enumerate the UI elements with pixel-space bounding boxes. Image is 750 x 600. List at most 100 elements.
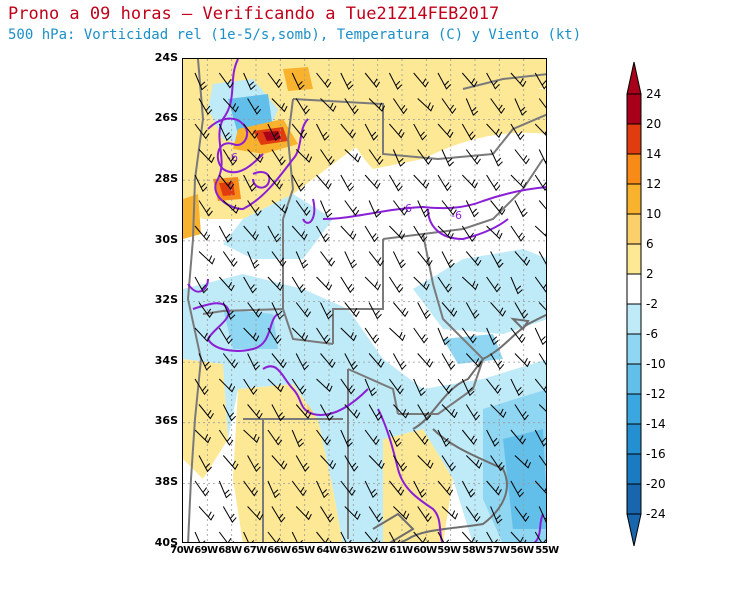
lon-label: 58W (462, 545, 486, 556)
wind-barb (437, 327, 450, 346)
wind-barb (320, 302, 333, 320)
wind-barb (514, 302, 529, 319)
wind-barb (340, 480, 356, 497)
colorbar-swatch (626, 93, 642, 125)
wind-barb (392, 149, 406, 167)
wind-barb (461, 225, 477, 242)
wind-barb (243, 123, 259, 140)
wind-barb (534, 123, 546, 136)
wind-barb (316, 123, 330, 141)
lon-label: 66W (267, 545, 291, 556)
wind-barb (538, 455, 546, 467)
lon-label: 57W (486, 545, 510, 556)
colorbar-label: -6 (646, 327, 658, 341)
wind-barb (538, 98, 546, 109)
wind-barb (247, 455, 261, 473)
wind-barb (218, 480, 232, 499)
wind-barb (413, 225, 428, 243)
wind-barb (340, 276, 355, 294)
lat-label: 40S (154, 536, 178, 549)
coastline (372, 313, 546, 542)
wind-barb (316, 174, 332, 190)
wind-barb (295, 302, 312, 318)
lon-label: 63W (340, 545, 364, 556)
colorbar-label: 20 (646, 117, 662, 131)
wind-barb (534, 429, 546, 447)
wind-barb (198, 149, 215, 164)
lat-label: 38S (154, 475, 178, 488)
wind-barb (243, 531, 255, 542)
wind-barb (198, 302, 214, 318)
wind-barb (486, 378, 502, 395)
wind-barb (247, 200, 262, 217)
wind-barb (222, 455, 239, 470)
wind-barb (437, 531, 450, 542)
wind-barb (486, 531, 498, 542)
wind-barb (320, 455, 337, 470)
wind-barb (267, 276, 284, 292)
colorbar (626, 61, 642, 547)
wind-barb (243, 327, 260, 342)
wind-barb (198, 251, 216, 265)
wind-barb (291, 480, 307, 497)
wind-barb (364, 327, 380, 344)
wind-barb (340, 72, 354, 91)
wind-barb (441, 200, 457, 216)
wind-barb (267, 531, 283, 542)
wind-barb (271, 455, 288, 470)
wind-barb (267, 480, 280, 499)
wind-barb (295, 251, 309, 269)
wind-barb (316, 531, 332, 542)
wind-barb (514, 149, 530, 165)
map-panel[interactable]: -6 -6 -6 (182, 58, 547, 543)
wind-barb (510, 378, 524, 397)
wind-barb (417, 353, 434, 368)
wind-barb (465, 251, 482, 267)
wind-barb (316, 429, 331, 446)
wind-barb (320, 506, 335, 523)
wind-barb (417, 302, 431, 320)
wind-barb (490, 353, 505, 370)
wind-barb (344, 200, 360, 216)
colorbar-swatch (626, 423, 642, 455)
wind-barb (388, 276, 404, 293)
wind-barb (368, 404, 383, 421)
wind-barb (271, 98, 288, 113)
wind-barb (486, 225, 503, 240)
wind-barb (461, 429, 478, 445)
wind-barb (218, 531, 234, 542)
wind-barb (534, 327, 546, 346)
wind-barb (316, 327, 331, 344)
wind-barb (194, 531, 206, 542)
wind-barb (368, 353, 385, 368)
wind-barb (222, 353, 239, 369)
wind-barb (243, 429, 260, 444)
colorbar-label: 6 (646, 237, 654, 251)
wind-barb (417, 200, 430, 218)
wind-barb (437, 225, 454, 240)
wind-barb (271, 251, 287, 267)
wind-barb (218, 123, 232, 142)
wind-barb (510, 531, 527, 542)
wind-barb (388, 174, 403, 192)
wind-barb (368, 200, 382, 218)
wind-barb (417, 251, 433, 267)
colorbar-swatch (626, 333, 642, 365)
wind-barb (514, 98, 527, 116)
wind-barb (389, 225, 406, 240)
wind-barb (218, 378, 236, 393)
wind-barb (198, 200, 213, 217)
wind-barb (510, 429, 527, 445)
wind-barb (194, 276, 209, 294)
contour-label: -6 (227, 151, 238, 164)
wind-barb (222, 404, 237, 422)
colorbar-segments (626, 61, 642, 547)
colorbar-swatch (626, 483, 642, 515)
wind-barb (368, 98, 386, 112)
wind-barb (441, 455, 456, 472)
wind-barb (461, 72, 478, 88)
wind-barb (388, 378, 404, 395)
wind-barb (218, 72, 234, 89)
wind-barb (222, 251, 238, 268)
wind-barb (538, 200, 546, 210)
